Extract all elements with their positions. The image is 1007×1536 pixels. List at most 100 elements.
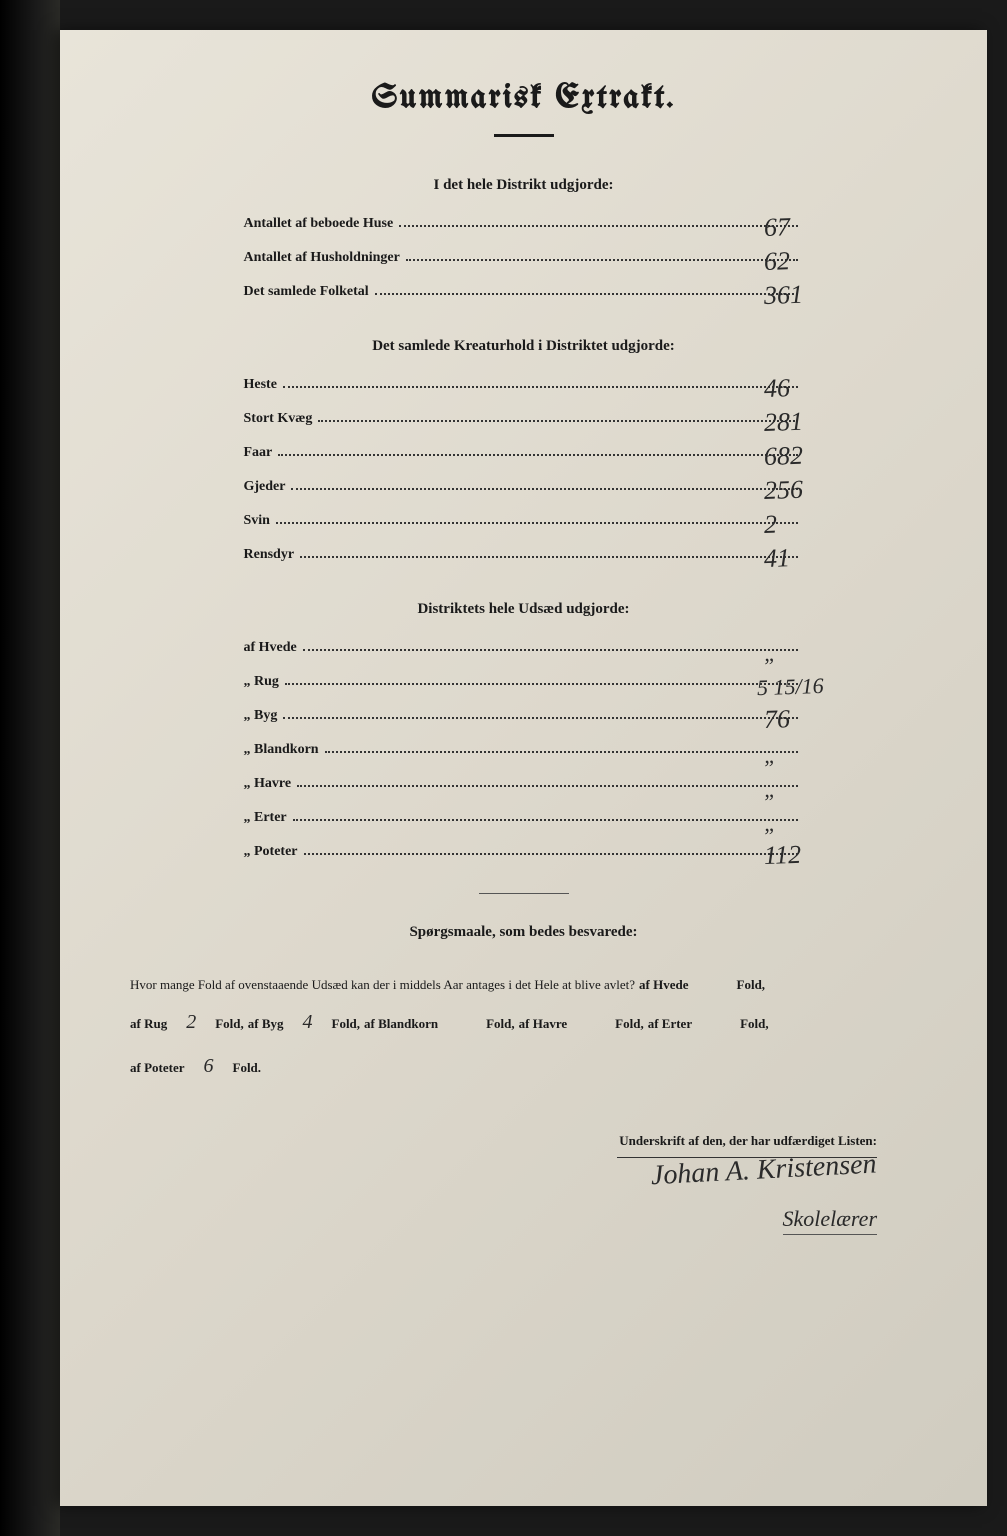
section2-heading: Det samlede Kreaturhold i Distriktet udg… <box>130 338 917 355</box>
row-value: 46 <box>763 372 824 404</box>
leader-dots <box>285 683 798 685</box>
data-row: Faar 682 <box>244 445 804 469</box>
data-row: Stort Kvæg 281 <box>244 411 804 435</box>
row-value: 62 <box>763 245 824 277</box>
leader-dots <box>297 785 797 787</box>
q-item-suffix: Fold, <box>332 1010 361 1039</box>
leader-dots <box>318 420 797 422</box>
question-line: af Poteter 6 Fold. <box>130 1044 917 1088</box>
row-value: 112 <box>763 839 824 871</box>
row-value: „ <box>763 639 824 667</box>
divider <box>479 893 569 894</box>
data-row: Antallet af Husholdninger 62 <box>244 250 804 274</box>
leader-dots <box>283 386 798 388</box>
row-label: af Hvede <box>244 640 297 656</box>
q-item-label: af Poteter <box>130 1054 185 1083</box>
data-row: „ Rug 5 15/16 <box>244 674 804 698</box>
q-item-value: 6 <box>189 1044 229 1088</box>
row-label: „ Poteter <box>244 844 298 860</box>
data-row: „ Blandkorn „ <box>244 742 804 766</box>
row-label: „ Rug <box>244 674 279 690</box>
section1-rows: Antallet af beboede Huse 67 Antallet af … <box>244 216 804 308</box>
q-item-suffix: Fold, <box>615 1010 644 1039</box>
q-item-label: af Byg <box>248 1010 284 1039</box>
q-item-suffix: Fold, <box>486 1010 515 1039</box>
signature-block: Underskrift af den, der har udfærdiget L… <box>130 1133 917 1235</box>
data-row: af Hvede „ <box>244 640 804 664</box>
data-row: Antallet af beboede Huse 67 <box>244 216 804 240</box>
row-label: „ Havre <box>244 776 292 792</box>
question-line: af Rug 2 Fold, af Byg 4 Fold, af Blandko… <box>130 1000 917 1044</box>
row-label: Det samlede Folketal <box>244 284 369 300</box>
row-value: 281 <box>763 406 824 438</box>
q-item-value: 2 <box>171 1000 211 1044</box>
questions-heading: Spørgsmaale, som bedes besvarede: <box>130 924 917 941</box>
signature-title: Skolelærer <box>783 1206 878 1235</box>
questions-block: Hvor mange Fold af ovenstaaende Udsæd ka… <box>130 971 917 1088</box>
row-value: 67 <box>763 211 824 243</box>
row-value: 41 <box>763 542 824 574</box>
data-row: Gjeder 256 <box>244 479 804 503</box>
section2-rows: Heste 46 Stort Kvæg 281 Faar 682 Gjeder … <box>244 377 804 571</box>
row-value: „ <box>763 809 824 837</box>
data-row: „ Poteter 112 <box>244 844 804 868</box>
row-label: Antallet af beboede Huse <box>244 216 394 232</box>
row-value: 361 <box>763 279 824 311</box>
leader-dots <box>375 293 798 295</box>
data-row: Heste 46 <box>244 377 804 401</box>
leader-dots <box>278 454 797 456</box>
row-value: 682 <box>763 440 824 472</box>
row-label: „ Blandkorn <box>244 742 319 758</box>
data-row: „ Erter „ <box>244 810 804 834</box>
row-label: Antallet af Husholdninger <box>244 250 400 266</box>
q-item-suffix: Fold, <box>740 1010 769 1039</box>
leader-dots <box>399 225 797 227</box>
row-label: Gjeder <box>244 479 286 495</box>
data-row: „ Byg 76 <box>244 708 804 732</box>
row-label: Svin <box>244 513 270 529</box>
q-item-suffix: Fold, <box>737 971 766 1000</box>
q-item-label: af Hvede <box>639 971 688 1000</box>
signature-label: Underskrift af den, der har udfærdiget L… <box>130 1133 877 1149</box>
q-item-value: 4 <box>288 1000 328 1044</box>
row-value: 76 <box>763 703 824 735</box>
leader-dots <box>325 751 798 753</box>
q-item-label: af Erter <box>648 1010 692 1039</box>
row-value: 5 15/16 <box>756 673 823 701</box>
data-row: Det samlede Folketal 361 <box>244 284 804 308</box>
q-item-suffix: Fold. <box>233 1054 262 1083</box>
leader-dots <box>293 819 798 821</box>
question-intro: Hvor mange Fold af ovenstaaende Udsæd ka… <box>130 971 635 1000</box>
section1-heading: I det hele Distrikt udgjorde: <box>130 177 917 194</box>
row-value: „ <box>763 741 824 769</box>
row-value: 256 <box>763 474 824 506</box>
section3-rows: af Hvede „ „ Rug 5 15/16 „ Byg 76 „ Blan… <box>244 640 804 868</box>
leader-dots <box>283 717 797 719</box>
row-value: 2 <box>763 508 824 540</box>
title-rule <box>494 134 554 137</box>
q-item-label: af Havre <box>519 1010 568 1039</box>
question-line: Hvor mange Fold af ovenstaaende Udsæd ka… <box>130 971 917 1000</box>
leader-dots <box>291 488 797 490</box>
row-label: „ Byg <box>244 708 278 724</box>
leader-dots <box>303 649 798 651</box>
q-item-label: af Blandkorn <box>364 1010 438 1039</box>
section3-heading: Distriktets hele Udsæd udgjorde: <box>130 601 917 618</box>
document-page: Summarisk Extrakt. I det hele Distrikt u… <box>60 30 987 1506</box>
signature-name: Johan A. Kristensen <box>130 1148 878 1219</box>
data-row: Svin 2 <box>244 513 804 537</box>
page-binding <box>0 0 60 1536</box>
row-label: Heste <box>244 377 277 393</box>
data-row: Rensdyr 41 <box>244 547 804 571</box>
row-label: „ Erter <box>244 810 287 826</box>
row-label: Faar <box>244 445 273 461</box>
q-item-label: af Rug <box>130 1010 167 1039</box>
leader-dots <box>300 556 797 558</box>
data-row: „ Havre „ <box>244 776 804 800</box>
leader-dots <box>276 522 798 524</box>
document-title: Summarisk Extrakt. <box>130 80 917 116</box>
row-label: Stort Kvæg <box>244 411 313 427</box>
q-item-suffix: Fold, <box>215 1010 244 1039</box>
leader-dots <box>406 259 798 261</box>
row-value: „ <box>763 775 824 803</box>
